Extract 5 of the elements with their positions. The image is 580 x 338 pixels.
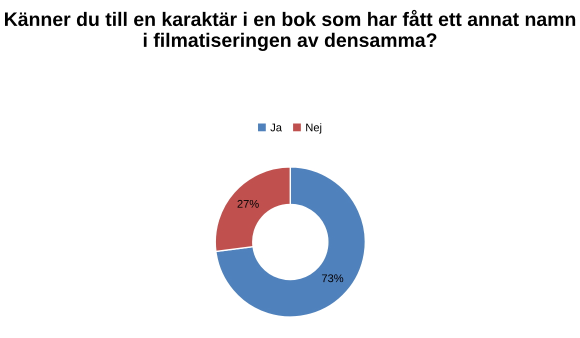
legend-label: Nej [306, 123, 322, 134]
data-label: 73% [322, 274, 344, 282]
chart-title: Känner du till en karaktär i en bok som har fått ett annat namn i filmatiseringen av densamma? [4, 10, 576, 51]
data-label: 27% [238, 200, 259, 208]
legend-label: Ja [270, 124, 282, 132]
